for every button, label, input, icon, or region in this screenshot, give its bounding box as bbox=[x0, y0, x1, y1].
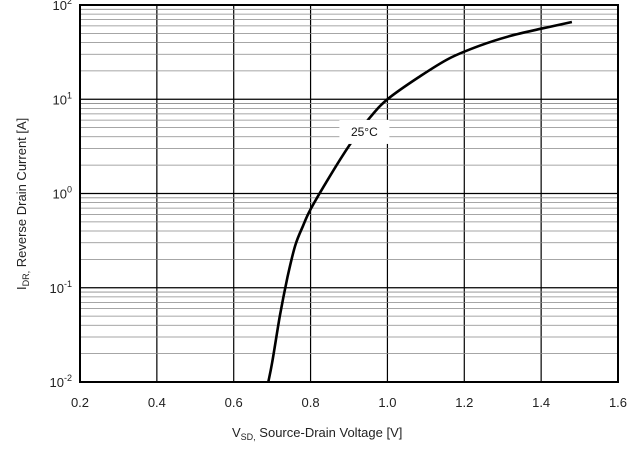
x-tick-label: 1.4 bbox=[532, 395, 550, 410]
x-tick-label: 0.6 bbox=[225, 395, 243, 410]
y-axis-title-sub: DR, bbox=[21, 271, 31, 287]
x-tick-label: 1.2 bbox=[455, 395, 473, 410]
series-line bbox=[267, 20, 573, 383]
x-axis-title-sub: SD, bbox=[241, 432, 256, 442]
annotations-layer: 25°C bbox=[339, 119, 390, 144]
x-tick-label: 1.6 bbox=[609, 395, 627, 410]
x-axis-title-main: V bbox=[232, 425, 241, 440]
plot-frame bbox=[79, 4, 619, 383]
y-tick-label: 101 bbox=[53, 90, 72, 107]
grid bbox=[80, 5, 618, 383]
x-tick-labels: 0.2 0.4 0.6 0.8 1.0 1.2 1.4 1.6 bbox=[71, 395, 627, 410]
x-axis-title-rest: Source-Drain Voltage [V] bbox=[256, 425, 403, 440]
temperature-annotation: 25°C bbox=[351, 125, 378, 139]
y-tick-label: 102 bbox=[53, 0, 72, 13]
x-tick-label: 0.4 bbox=[148, 395, 166, 410]
x-tick-label: 0.8 bbox=[302, 395, 320, 410]
annotation-background bbox=[339, 119, 390, 144]
y-axis-title-rest: Reverse Drain Current [A] bbox=[14, 118, 29, 271]
y-tick-label: 100 bbox=[53, 185, 72, 202]
x-tick-label: 1.0 bbox=[378, 395, 396, 410]
series-layer bbox=[267, 20, 573, 383]
y-axis-title: IDR, Reverse Drain Current [A] bbox=[14, 118, 31, 290]
y-tick-labels: 10-2 10-1 100 101 102 bbox=[50, 0, 72, 390]
y-axis-title-main: I bbox=[14, 286, 29, 290]
x-axis-title: VSD, Source-Drain Voltage [V] bbox=[232, 425, 402, 442]
x-tick-label: 0.2 bbox=[71, 395, 89, 410]
y-tick-label: 10-1 bbox=[50, 279, 72, 296]
y-tick-label: 10-2 bbox=[50, 373, 72, 390]
